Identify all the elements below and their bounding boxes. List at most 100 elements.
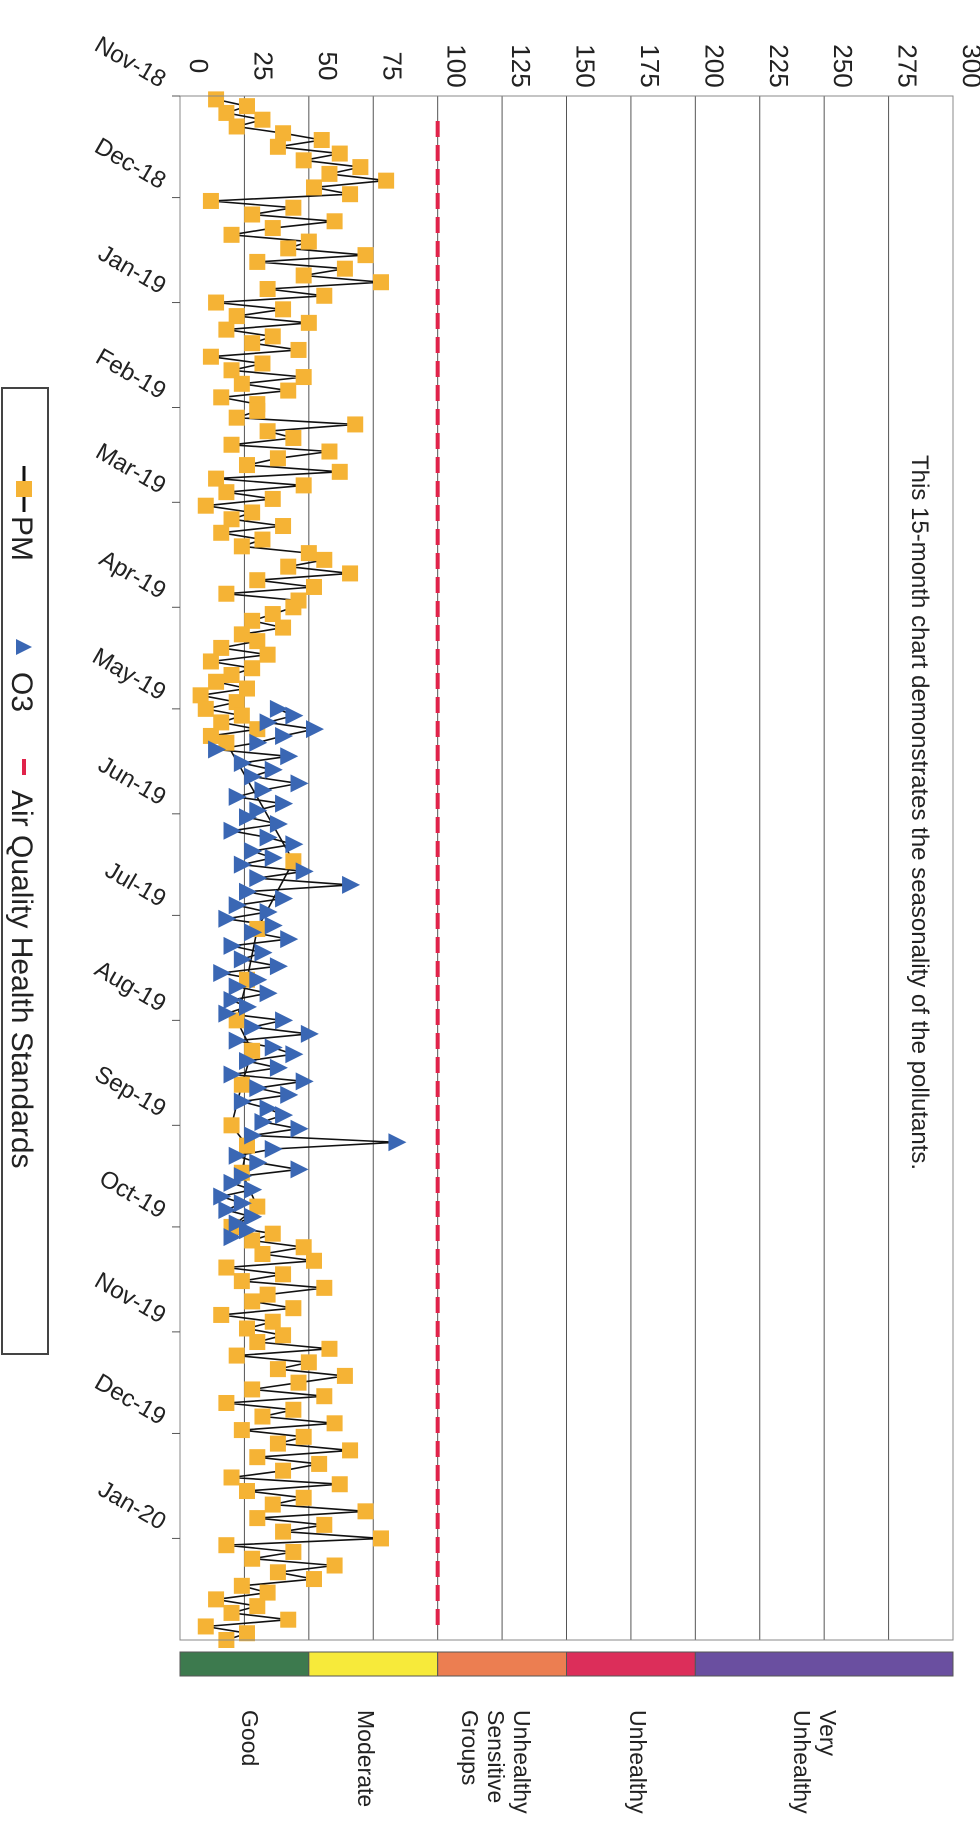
point-PM bbox=[238, 1483, 255, 1500]
band-3 bbox=[566, 1651, 696, 1677]
point-PM bbox=[238, 1320, 255, 1337]
point-PM bbox=[218, 585, 235, 602]
point-PM bbox=[275, 1327, 292, 1344]
point-PM bbox=[342, 186, 359, 203]
point-O3 bbox=[259, 1099, 278, 1118]
y-tick-label: 0 bbox=[184, 59, 214, 73]
point-O3 bbox=[285, 1045, 304, 1064]
y-tick-label: 200 bbox=[699, 44, 729, 87]
band-label-word: Unhealthy bbox=[625, 1710, 651, 1814]
x-tick-label: Apr-19 bbox=[95, 545, 171, 604]
point-PM bbox=[342, 565, 359, 582]
point-O3 bbox=[233, 1167, 252, 1186]
x-tick-label: Dec-19 bbox=[90, 1369, 171, 1431]
point-PM bbox=[228, 118, 245, 135]
band-label-word: Sensitive bbox=[483, 1710, 509, 1803]
point-PM bbox=[259, 281, 276, 297]
band-1 bbox=[308, 1651, 439, 1677]
point-PM bbox=[223, 362, 240, 379]
point-PM bbox=[321, 443, 338, 460]
point-PM bbox=[244, 612, 261, 629]
point-PM bbox=[321, 1340, 338, 1357]
series-layer bbox=[192, 91, 407, 1648]
point-PM bbox=[218, 104, 235, 121]
point-PM bbox=[213, 714, 230, 731]
point-O3 bbox=[228, 1146, 247, 1165]
point-O3 bbox=[218, 909, 237, 928]
point-PM bbox=[238, 1137, 255, 1154]
point-O3 bbox=[285, 706, 304, 725]
point-PM bbox=[197, 497, 214, 514]
point-O3 bbox=[233, 855, 252, 874]
point-O3 bbox=[275, 1011, 294, 1030]
point-PM bbox=[213, 389, 230, 406]
point-PM bbox=[275, 125, 292, 142]
point-PM bbox=[295, 152, 312, 169]
point-O3 bbox=[244, 1207, 263, 1226]
legend-o3-label: O3 bbox=[5, 672, 38, 712]
point-PM bbox=[269, 450, 286, 467]
point-PM bbox=[228, 308, 245, 325]
band-4 bbox=[694, 1651, 954, 1677]
point-PM bbox=[233, 1076, 250, 1093]
point-PM bbox=[285, 1300, 302, 1317]
point-PM bbox=[244, 335, 261, 352]
point-O3 bbox=[275, 726, 294, 745]
point-PM bbox=[280, 240, 297, 257]
point-O3 bbox=[223, 936, 242, 955]
point-O3 bbox=[280, 1085, 299, 1104]
point-O3 bbox=[264, 848, 283, 867]
point-PM bbox=[192, 687, 209, 704]
y-tick-label: 150 bbox=[571, 44, 601, 87]
point-O3 bbox=[238, 1221, 257, 1240]
point-PM bbox=[295, 1428, 312, 1445]
point-PM bbox=[285, 429, 302, 446]
band-label-word: Unhealthy bbox=[509, 1710, 535, 1814]
point-O3 bbox=[285, 835, 304, 854]
point-O3 bbox=[223, 821, 242, 840]
point-PM bbox=[305, 1252, 322, 1269]
band-label-word: Moderate bbox=[353, 1710, 379, 1807]
point-PM bbox=[233, 375, 250, 392]
point-PM bbox=[208, 294, 225, 311]
point-O3 bbox=[249, 801, 268, 820]
point-O3 bbox=[233, 950, 252, 969]
point-O3 bbox=[218, 1004, 237, 1023]
series-line-PM bbox=[200, 98, 387, 1641]
point-PM bbox=[331, 145, 348, 162]
point-PM bbox=[300, 233, 317, 250]
band-label-4: VeryUnhealthy bbox=[789, 1710, 841, 1814]
x-tick-label: Jul-19 bbox=[100, 857, 170, 913]
point-O3 bbox=[244, 767, 263, 786]
point-O3 bbox=[280, 930, 299, 949]
x-tick-label: Oct-19 bbox=[95, 1165, 171, 1224]
point-PM bbox=[254, 531, 271, 548]
point-PM bbox=[275, 1523, 292, 1540]
point-O3 bbox=[244, 923, 263, 942]
point-O3 bbox=[228, 787, 247, 806]
point-PM bbox=[254, 355, 271, 372]
point-PM bbox=[275, 1266, 292, 1283]
point-PM bbox=[280, 1611, 297, 1628]
point-PM bbox=[197, 1618, 214, 1635]
point-O3 bbox=[259, 828, 278, 847]
point-O3 bbox=[264, 916, 283, 935]
point-PM bbox=[208, 470, 225, 487]
y-tick-label: 25 bbox=[248, 52, 278, 81]
point-PM bbox=[275, 301, 292, 318]
point-PM bbox=[228, 409, 245, 426]
point-PM bbox=[233, 1273, 250, 1290]
chart-subtitle: This 15-month chart demonstrates the sea… bbox=[906, 455, 933, 1170]
point-O3 bbox=[228, 896, 247, 915]
point-PM bbox=[223, 226, 240, 243]
point-O3 bbox=[233, 1092, 252, 1111]
point-PM bbox=[238, 98, 255, 115]
point-O3 bbox=[238, 997, 257, 1016]
point-O3 bbox=[305, 720, 324, 739]
point-O3 bbox=[213, 1187, 232, 1206]
point-PM bbox=[223, 1117, 240, 1134]
point-O3 bbox=[295, 1072, 314, 1091]
point-PM bbox=[285, 1543, 302, 1560]
point-PM bbox=[223, 511, 240, 528]
legend-pm-label: PM bbox=[5, 516, 38, 561]
